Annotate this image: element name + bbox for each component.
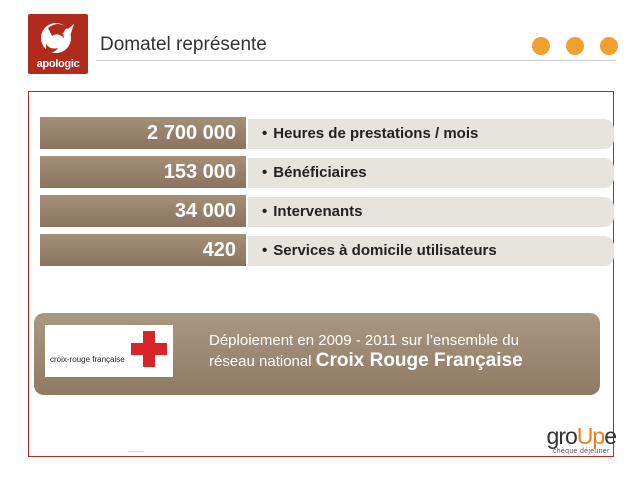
stat-row-workers: 34 000 • Intervenants [40, 195, 614, 227]
brand-up: Up [576, 423, 605, 449]
bullet-icon: • [262, 203, 268, 220]
stat-value: 420 [40, 234, 246, 266]
banner-text: Déploiement en 2009 - 2011 sur l’ensembl… [209, 331, 523, 372]
deployment-banner: croix-rouge française Déploiement en 200… [34, 313, 600, 395]
stat-row-services: 420 • Services à domicile utilisateurs [40, 234, 614, 266]
red-cross-icon [131, 331, 167, 367]
bullet-icon: • [262, 164, 268, 181]
stat-label-text: Services à domicile utilisateurs [273, 242, 497, 259]
croix-rouge-logo-text: croix-rouge française [50, 355, 125, 364]
stat-label: • Heures de prestations / mois [248, 119, 614, 149]
banner-line-1: Déploiement en 2009 - 2011 sur l’ensembl… [209, 332, 519, 349]
stat-label-text: Bénéficiaires [273, 164, 367, 181]
brand-post: e [604, 423, 617, 449]
stat-value: 34 000 [40, 195, 246, 227]
stat-label-text: Heures de prestations / mois [273, 125, 479, 142]
apologic-logo: apologic [28, 14, 88, 74]
stat-row-hours: 2 700 000 • Heures de prestations / mois [40, 117, 614, 149]
groupe-up-tagline: chèque déjeuner [552, 448, 610, 455]
stat-value: 153 000 [40, 156, 246, 188]
header-divider [96, 60, 616, 61]
dot-icon [600, 37, 618, 55]
brand-pre: gro [546, 423, 578, 449]
stat-label: • Services à domicile utilisateurs [248, 236, 614, 266]
page-title: Domatel représente [100, 34, 267, 55]
footer-divider [128, 451, 144, 452]
content-frame [28, 91, 614, 457]
stat-label: • Bénéficiaires [248, 158, 614, 188]
groupe-up-wordmark: groUpe [546, 423, 617, 449]
stat-label: • Intervenants [248, 197, 614, 227]
stat-value: 2 700 000 [40, 117, 246, 149]
dot-icon [566, 37, 584, 55]
stat-label-text: Intervenants [273, 203, 363, 220]
banner-line-2-prefix: réseau national [209, 353, 316, 370]
dot-icon [532, 37, 550, 55]
bullet-icon: • [262, 242, 268, 259]
banner-line-2: réseau national Croix Rouge Française [209, 351, 523, 372]
bullet-icon: • [262, 125, 268, 142]
stat-row-beneficiaries: 153 000 • Bénéficiaires [40, 156, 614, 188]
apologic-bird-icon [41, 23, 74, 53]
groupe-up-logo: groUpe chèque déjeuner [546, 423, 617, 455]
logo-text: apologic [36, 58, 80, 70]
banner-highlight: Croix Rouge Française [315, 350, 523, 371]
croix-rouge-logo: croix-rouge française [45, 325, 173, 377]
decorative-dots [532, 37, 618, 55]
